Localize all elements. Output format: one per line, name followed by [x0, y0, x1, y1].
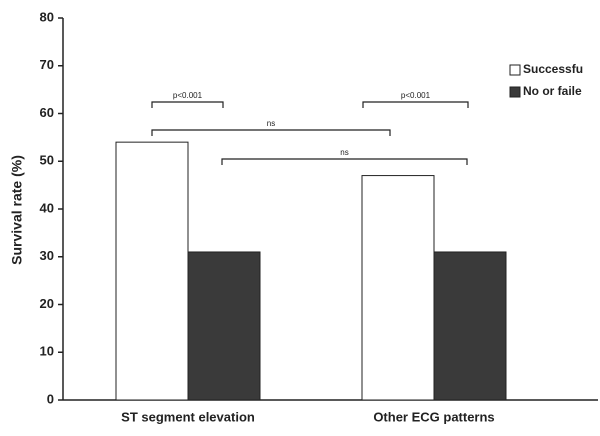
y-tick-label: 70	[40, 57, 54, 72]
legend-swatch	[509, 86, 521, 98]
y-tick-label: 80	[40, 9, 54, 24]
bar	[361, 175, 435, 401]
x-tick-label: ST segment elevation	[121, 409, 255, 424]
legend-label: No or faile	[523, 84, 582, 98]
annotation: p<0.001	[173, 91, 203, 100]
legend-swatch	[509, 64, 521, 76]
significance-bracket	[362, 101, 469, 108]
legend-label: Successfu	[523, 62, 583, 76]
y-tick-label: 60	[40, 105, 54, 120]
significance-bracket	[151, 129, 391, 136]
significance-bracket	[221, 158, 468, 165]
y-tick-label: 30	[40, 248, 54, 263]
significance-bracket	[151, 101, 224, 108]
bar	[115, 141, 189, 401]
y-tick-label: 50	[40, 153, 54, 168]
y-tick-label: 0	[47, 391, 54, 406]
y-axis-label: Survival rate (%)	[9, 155, 25, 265]
y-tick-label: 40	[40, 200, 54, 215]
annotation: ns	[267, 119, 275, 128]
x-tick-label: Other ECG patterns	[373, 409, 494, 424]
annotation: ns	[340, 148, 348, 157]
y-tick-label: 20	[40, 296, 54, 311]
bar	[187, 251, 261, 401]
annotation: p<0.001	[401, 91, 431, 100]
bar	[433, 251, 507, 401]
y-tick-label: 10	[40, 344, 54, 359]
